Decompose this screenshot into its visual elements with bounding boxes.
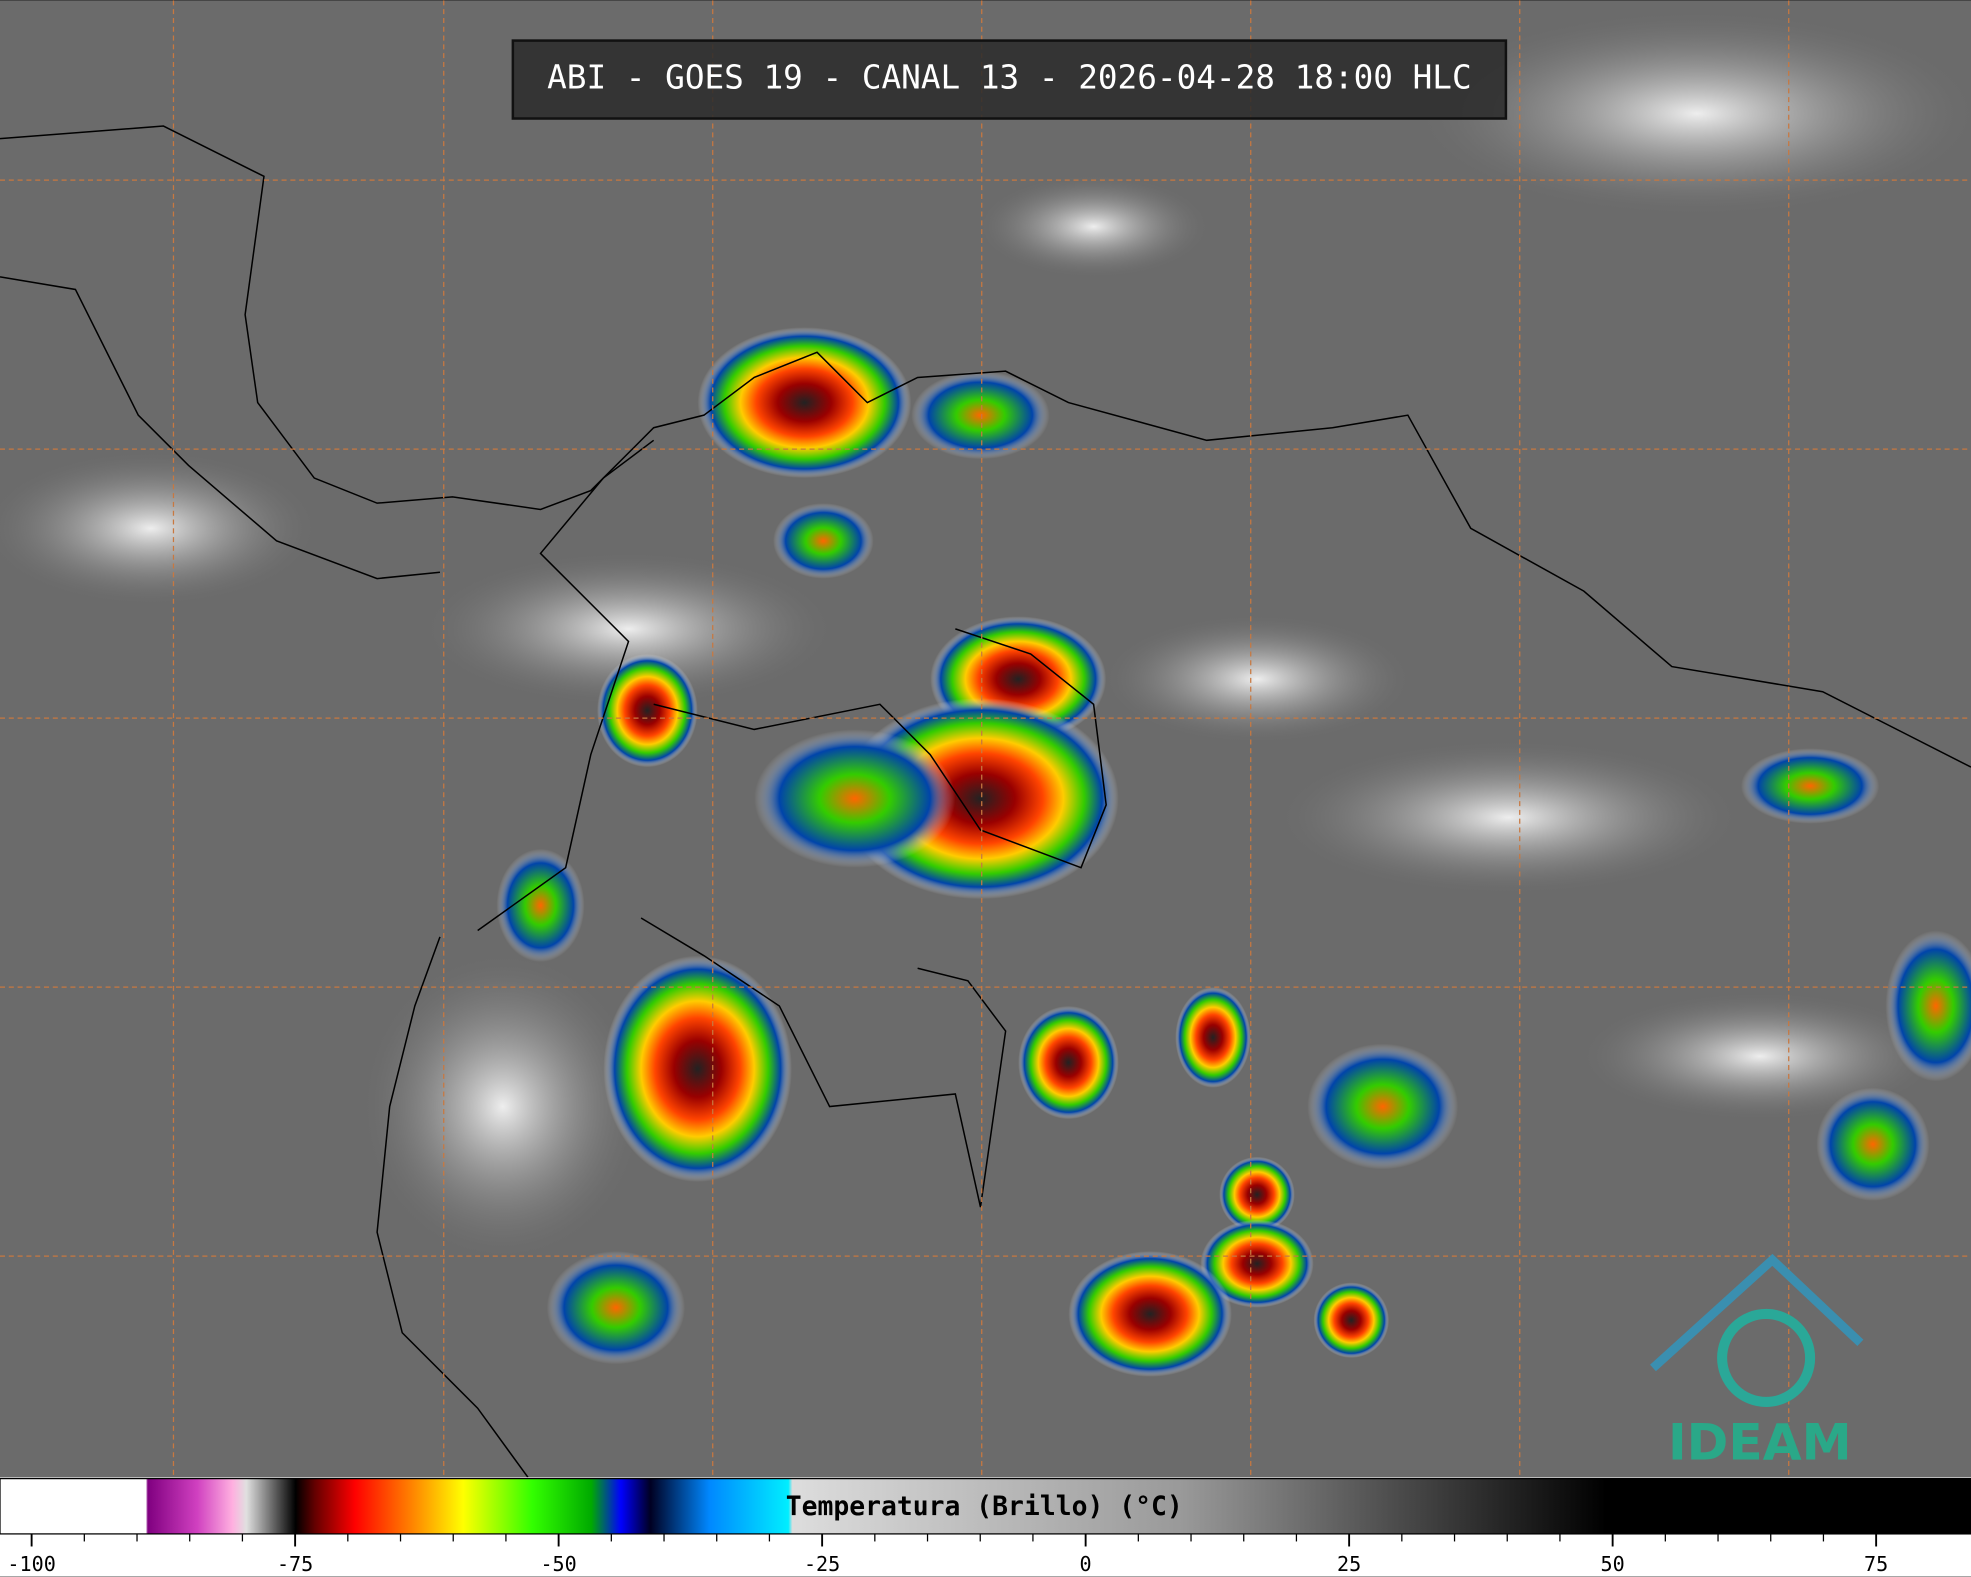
colorbar-label: Temperatura (Brillo) (°C) [786,1492,1183,1522]
title-box [511,39,1508,120]
tick-label: 0 [1080,1552,1092,1576]
tick-label: -25 [804,1552,840,1576]
tick-label: -50 [540,1552,576,1576]
colorbar-ticks: -100 -75 -50 -25 0 25 50 75 [7,1533,1888,1576]
logo: IDEAM [1650,1253,1864,1471]
clouds [0,12,1971,1258]
tick-label: -100 [7,1552,55,1576]
logo-text: IDEAM [1668,1412,1852,1471]
convective-cells [496,327,1971,1377]
tick-label: 50 [1601,1552,1625,1576]
tick-label: -75 [277,1552,313,1576]
title: ABI - GOES 19 - CANAL 13 - 2026-04-28 18… [547,59,1471,97]
tick-label: 75 [1864,1552,1888,1576]
graticule [0,0,1971,1478]
borders [0,125,1971,1478]
colorbar [0,1477,1971,1535]
tick-label: 25 [1337,1552,1361,1576]
